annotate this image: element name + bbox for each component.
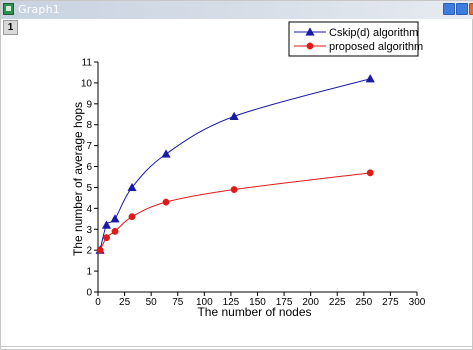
data-point-series-2: [111, 227, 119, 235]
layer-tab[interactable]: 1: [3, 20, 18, 35]
x-tick-label: 0: [95, 297, 101, 308]
data-point-series-2: [103, 234, 110, 242]
legend-box: [288, 21, 419, 57]
x-tick-label: 75: [172, 297, 184, 308]
x-tick-label: 275: [382, 297, 399, 308]
y-tick-label: 7: [86, 141, 92, 152]
y-tick-label: 8: [86, 120, 92, 131]
y-tick-label: 0: [86, 288, 92, 299]
y-tick-label: 5: [86, 183, 92, 194]
y-tick-label: 9: [86, 99, 92, 110]
series-line-2: [99, 172, 371, 251]
window-titlebar[interactable]: Graph1: [1, 1, 473, 19]
window-title: Graph1: [18, 3, 60, 16]
data-point-series-2: [230, 186, 238, 193]
minimize-icon[interactable]: [443, 3, 455, 15]
close-icon[interactable]: [469, 3, 473, 15]
legend-marker-1: [305, 27, 315, 36]
legend-label-2: proposed algorithm: [329, 41, 423, 53]
data-point-series-1: [161, 149, 171, 158]
x-tick-label: 150: [249, 297, 266, 308]
y-tick-label: 4: [86, 204, 92, 215]
x-tick-label: 175: [276, 297, 293, 308]
x-tick-label: 125: [223, 297, 240, 308]
x-tick-label: 25: [119, 297, 131, 308]
y-axis-label: The number of average hops: [71, 102, 85, 256]
data-point-series-2: [162, 198, 170, 206]
x-axis-label: The number of nodes: [197, 305, 311, 319]
series-line-1: [99, 78, 371, 251]
legend-label-1: Cskip(d) algorithm: [329, 27, 418, 39]
data-point-series-2: [366, 169, 374, 177]
x-tick-label: 250: [355, 297, 372, 308]
y-tick-label: 6: [86, 162, 92, 173]
y-tick-label: 10: [81, 78, 93, 89]
y-tick-label: 1: [86, 267, 92, 278]
y-tick-label: 2: [86, 246, 92, 257]
data-point-series-1: [101, 220, 112, 229]
x-tick-label: 300: [409, 297, 426, 308]
x-tick-label: 100: [196, 297, 213, 308]
data-point-series-2: [128, 213, 136, 221]
data-point-series-1: [365, 74, 375, 83]
x-tick-label: 225: [329, 297, 346, 308]
data-point-series-1: [110, 214, 120, 223]
y-tick-label: 3: [86, 225, 92, 236]
y-tick-label: 11: [82, 58, 93, 69]
data-point-series-1: [229, 111, 239, 120]
maximize-icon[interactable]: [456, 3, 468, 15]
graph-window-icon[interactable]: [3, 3, 14, 15]
data-point-series-2: [96, 246, 104, 254]
window-divider: [1, 346, 473, 347]
x-tick-label: 50: [146, 297, 158, 308]
data-point-series-1: [127, 182, 137, 192]
legend-marker-2: [306, 42, 314, 50]
x-tick-label: 200: [302, 297, 319, 308]
